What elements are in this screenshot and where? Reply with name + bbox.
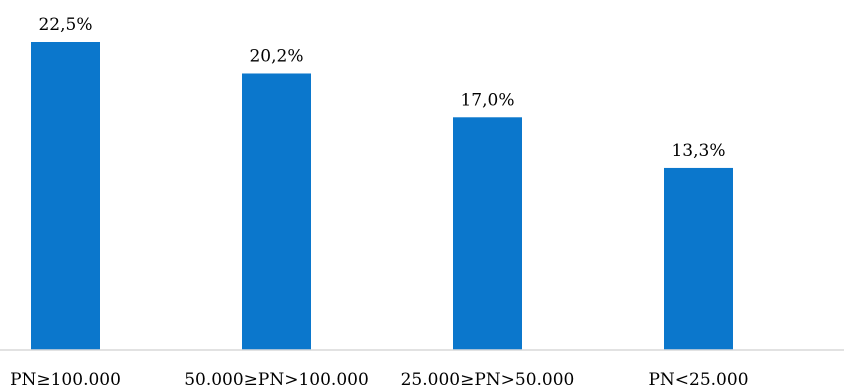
x-tick-label-4: PN<25.000	[648, 370, 748, 390]
data-label-4: 13,3%	[671, 141, 725, 161]
bar-4	[664, 167, 733, 350]
data-labels-group: 22,5% 20,2% 17,0% 13,3%	[38, 15, 725, 161]
data-label-1: 22,5%	[38, 15, 92, 35]
data-label-3: 17,0%	[460, 90, 514, 110]
x-tick-label-2: 50.000≥PN>100.000	[184, 370, 369, 390]
x-tick-labels-group: PN≥100.000 50.000≥PN>100.000 25.000≥PN>50.…	[10, 370, 748, 390]
bar-2	[242, 73, 311, 351]
bar-3	[453, 117, 522, 351]
bars-group	[31, 42, 733, 351]
bar-1	[31, 42, 100, 350]
x-tick-label-1: PN≥100.000	[10, 370, 121, 390]
data-label-2: 20,2%	[249, 46, 303, 66]
x-tick-label-3: 25.000≥PN>50.000	[401, 370, 575, 390]
